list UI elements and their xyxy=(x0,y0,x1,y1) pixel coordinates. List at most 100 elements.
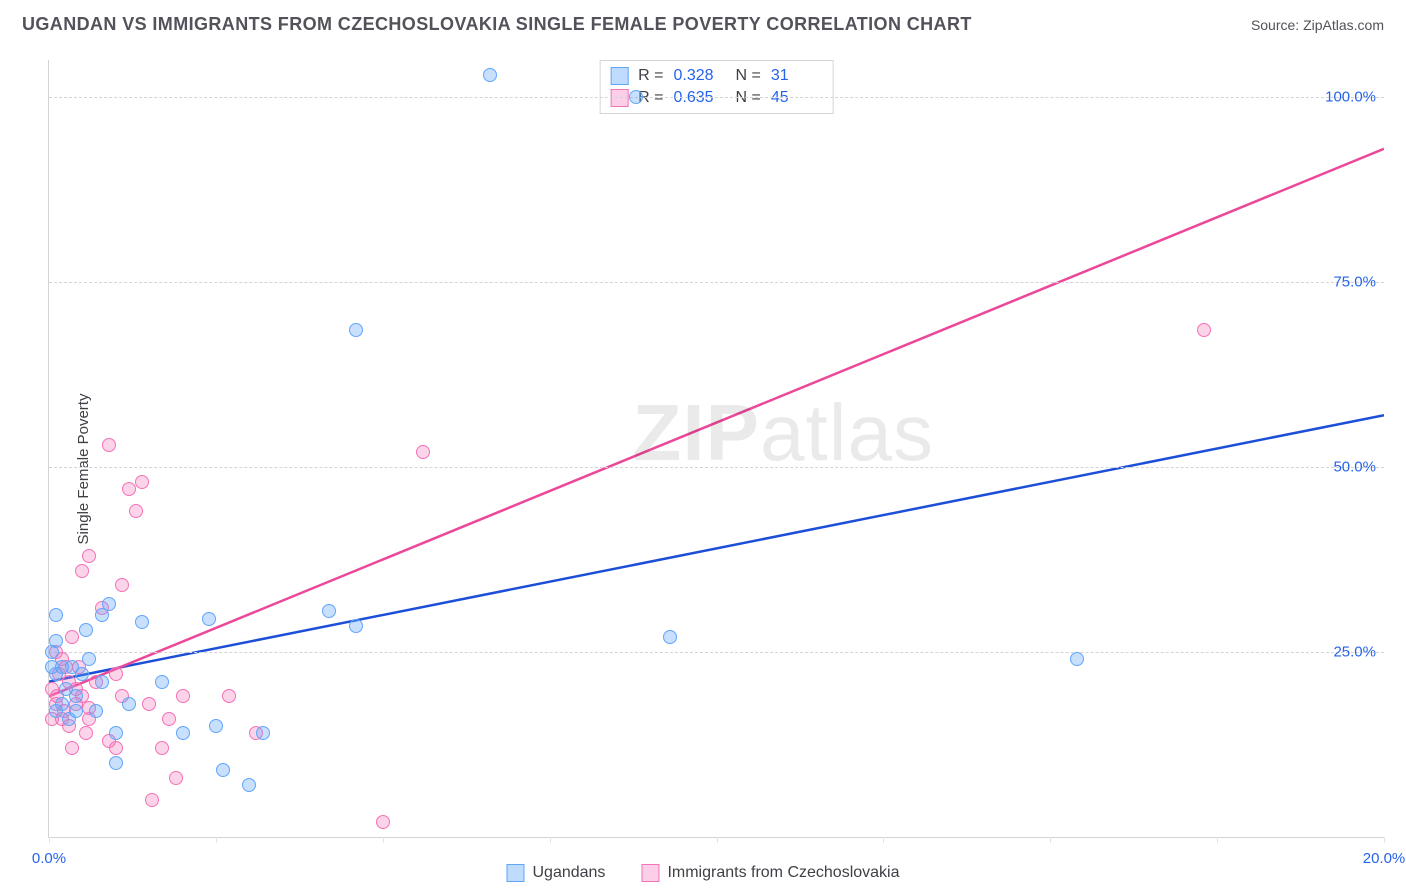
source-attribution: Source: ZipAtlas.com xyxy=(1251,17,1384,33)
marker-series-a xyxy=(349,323,363,337)
x-tick xyxy=(1050,837,1051,843)
marker-series-b xyxy=(176,689,190,703)
stats-legend: R = 0.328 N = 31R = 0.635 N = 45 xyxy=(599,60,834,114)
stats-n-value: 45 xyxy=(771,89,823,107)
marker-series-a xyxy=(135,615,149,629)
marker-series-a xyxy=(95,675,109,689)
watermark-bold: ZIP xyxy=(633,388,760,477)
marker-series-a xyxy=(109,726,123,740)
marker-series-a xyxy=(49,608,63,622)
gridline-horizontal xyxy=(49,467,1384,468)
marker-series-a xyxy=(122,697,136,711)
marker-series-b xyxy=(122,482,136,496)
marker-series-b xyxy=(145,793,159,807)
marker-series-a xyxy=(49,634,63,648)
y-tick-label: 25.0% xyxy=(1333,644,1376,661)
x-tick xyxy=(1217,837,1218,843)
watermark-light: atlas xyxy=(760,388,934,477)
marker-series-b xyxy=(162,712,176,726)
stats-r-key: R = xyxy=(638,67,663,85)
x-tick xyxy=(717,837,718,843)
legend-item: Immigrants from Czechoslovakia xyxy=(641,864,899,882)
marker-series-a xyxy=(102,597,116,611)
marker-series-b xyxy=(142,697,156,711)
series-legend: Ugandans Immigrants from Czechoslovakia xyxy=(506,864,899,882)
marker-series-a xyxy=(256,726,270,740)
marker-series-b xyxy=(75,564,89,578)
x-tick xyxy=(883,837,884,843)
gridline-horizontal xyxy=(49,652,1384,653)
marker-series-a xyxy=(322,604,336,618)
x-tick xyxy=(383,837,384,843)
x-tick xyxy=(216,837,217,843)
marker-series-b xyxy=(65,741,79,755)
marker-series-b xyxy=(135,475,149,489)
gridline-horizontal xyxy=(49,282,1384,283)
source-value: ZipAtlas.com xyxy=(1303,17,1384,33)
marker-series-a xyxy=(349,619,363,633)
marker-series-a xyxy=(216,763,230,777)
source-label: Source: xyxy=(1251,17,1299,33)
marker-series-a xyxy=(69,704,83,718)
stats-r-value: 0.328 xyxy=(674,67,726,85)
legend-label: Ugandans xyxy=(532,864,605,882)
y-tick-label: 50.0% xyxy=(1333,459,1376,476)
chart-title: UGANDAN VS IMMIGRANTS FROM CZECHOSLOVAKI… xyxy=(22,14,972,35)
y-tick-label: 100.0% xyxy=(1325,89,1376,106)
marker-series-a xyxy=(202,612,216,626)
chart-area: Single Female Poverty ZIPatlas R =0.328N… xyxy=(0,46,1406,892)
marker-series-a xyxy=(69,689,83,703)
marker-series-a xyxy=(155,675,169,689)
plot-region: ZIPatlas R = 0.328 N = 31R = 0.635 N = 45 25.0… xyxy=(48,60,1384,838)
marker-series-a xyxy=(483,68,497,82)
marker-series-a xyxy=(176,726,190,740)
legend-swatch xyxy=(610,67,628,85)
x-tick xyxy=(49,837,50,843)
marker-series-a xyxy=(109,756,123,770)
marker-series-a xyxy=(242,778,256,792)
legend-label: Immigrants from Czechoslovakia xyxy=(667,864,899,882)
trend-lines xyxy=(49,60,1384,837)
stats-n-key: N = xyxy=(736,67,761,85)
trendline-series-b xyxy=(49,149,1384,697)
x-tick xyxy=(550,837,551,843)
marker-series-b xyxy=(155,741,169,755)
marker-series-b xyxy=(222,689,236,703)
marker-series-b xyxy=(376,815,390,829)
marker-series-b xyxy=(65,630,79,644)
marker-series-a xyxy=(79,623,93,637)
marker-series-a xyxy=(209,719,223,733)
marker-series-b xyxy=(79,726,93,740)
marker-series-a xyxy=(82,652,96,666)
x-tick-label: 20.0% xyxy=(1363,850,1406,867)
marker-series-a xyxy=(1070,652,1084,666)
legend-swatch xyxy=(610,89,628,107)
x-tick xyxy=(1384,837,1385,843)
marker-series-b xyxy=(1197,323,1211,337)
marker-series-b xyxy=(115,578,129,592)
y-tick-label: 75.0% xyxy=(1333,274,1376,291)
trendline-series-a xyxy=(49,415,1384,681)
legend-item: Ugandans xyxy=(506,864,605,882)
marker-series-b xyxy=(109,741,123,755)
marker-series-a xyxy=(663,630,677,644)
marker-series-a xyxy=(55,697,69,711)
stats-n-key: N = xyxy=(736,89,761,107)
marker-series-a xyxy=(89,704,103,718)
marker-series-b xyxy=(129,504,143,518)
x-tick-label: 0.0% xyxy=(32,850,66,867)
legend-swatch xyxy=(506,864,524,882)
marker-series-b xyxy=(109,667,123,681)
marker-series-a xyxy=(629,90,643,104)
marker-series-b xyxy=(416,445,430,459)
watermark: ZIPatlas xyxy=(633,387,934,479)
legend-swatch xyxy=(641,864,659,882)
marker-series-a xyxy=(75,667,89,681)
stats-r-value: 0.635 xyxy=(674,89,726,107)
stats-n-value: 31 xyxy=(771,67,823,85)
marker-series-b xyxy=(82,549,96,563)
gridline-horizontal xyxy=(49,97,1384,98)
marker-series-b xyxy=(169,771,183,785)
marker-series-b xyxy=(102,438,116,452)
stats-row: R = 0.328 N = 31 xyxy=(610,65,823,87)
